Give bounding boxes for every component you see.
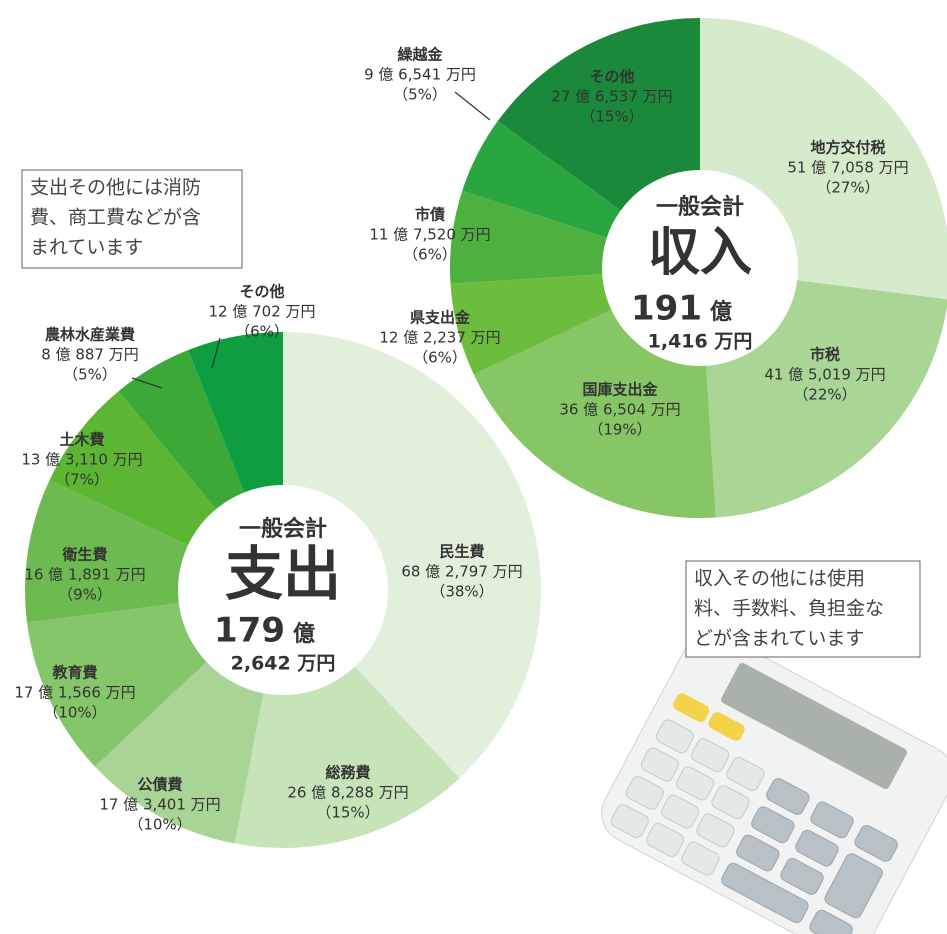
slice-percent: （6%） xyxy=(235,323,289,341)
slice-name: 民生費 xyxy=(439,543,484,561)
total-main: 191 xyxy=(631,289,702,329)
leader-line xyxy=(454,91,491,121)
slice-name: 市税 xyxy=(810,346,840,364)
note-line: まれています xyxy=(30,237,143,259)
leader-line xyxy=(211,337,221,369)
slice-amount: 17 億 3,401 万円 xyxy=(99,796,220,814)
slice-amount: 11 億 7,520 万円 xyxy=(369,226,490,244)
slice-name: 公債費 xyxy=(137,776,182,794)
slice-amount: 8 億 887 万円 xyxy=(41,346,138,364)
slice-name: 繰越金 xyxy=(397,46,443,64)
total-sub: 2,642 万円 xyxy=(231,653,336,675)
center-label: 支出 xyxy=(225,540,341,608)
center-label: 収入 xyxy=(648,223,752,283)
slice-amount: 68 億 2,797 万円 xyxy=(401,563,522,581)
slice-percent: （19%） xyxy=(588,421,651,439)
slice-name: 県支出金 xyxy=(410,309,471,327)
slice-name: その他 xyxy=(239,283,284,301)
donut-hole xyxy=(178,485,388,695)
note-line: 料、手数料、負担金な xyxy=(694,598,884,620)
slice-amount: 36 億 6,504 万円 xyxy=(559,401,680,419)
note-line: 費、商工費などが含 xyxy=(30,207,201,229)
slice-amount: 13 億 3,110 万円 xyxy=(21,451,142,469)
slice-percent: （5%） xyxy=(393,86,447,104)
total-unit: 億 xyxy=(710,299,732,325)
slice-percent: （5%） xyxy=(63,366,117,384)
center-title: 一般会計 xyxy=(239,516,327,542)
leader-line xyxy=(131,377,163,389)
pie-slice xyxy=(283,332,542,779)
total-sub: 1,416 万円 xyxy=(648,331,753,353)
note-box xyxy=(685,560,921,658)
slice-name: 地方交付税 xyxy=(810,139,885,157)
center-title: 一般会計 xyxy=(656,194,744,220)
slice-percent: （15%） xyxy=(580,108,643,126)
total-main: 179 xyxy=(214,611,285,651)
slice-percent: （6%） xyxy=(403,246,457,264)
slice-percent: （10%） xyxy=(128,816,191,834)
slice-amount: 16 億 1,891 万円 xyxy=(24,566,145,584)
note-box xyxy=(21,169,243,269)
slice-amount: 41 億 5,019 万円 xyxy=(764,366,885,384)
slice-name: 市債 xyxy=(415,206,445,224)
slice-percent: （6%） xyxy=(413,349,467,367)
slice-name: 国庫支出金 xyxy=(582,381,658,399)
slice-name: 総務費 xyxy=(325,764,370,782)
slice-amount: 12 億 2,237 万円 xyxy=(379,329,500,347)
slice-percent: （22%） xyxy=(793,386,856,404)
slice-amount: 27 億 6,537 万円 xyxy=(551,88,672,106)
slice-percent: （15%） xyxy=(316,804,379,822)
slice-name: 教育費 xyxy=(51,664,97,682)
slice-amount: 51 億 7,058 万円 xyxy=(787,159,908,177)
slice-percent: （27%） xyxy=(816,179,879,197)
slice-percent: （38%） xyxy=(430,583,493,601)
calculator xyxy=(601,632,947,934)
slice-amount: 12 億 702 万円 xyxy=(208,303,315,321)
slice-amount: 26 億 8,288 万円 xyxy=(287,784,408,802)
note-line: 支出その他には消防 xyxy=(30,177,201,199)
slice-name: 土木費 xyxy=(59,431,104,449)
slice-name: 農林水産業費 xyxy=(45,326,135,344)
note-line: どが含まれています xyxy=(694,628,864,650)
donut-hole xyxy=(602,170,798,366)
total-unit: 億 xyxy=(293,621,315,647)
slice-name: 衛生費 xyxy=(61,546,107,564)
slice-percent: （9%） xyxy=(58,586,112,604)
slice-amount: 9 億 6,541 万円 xyxy=(364,66,476,84)
slice-percent: （7%） xyxy=(55,471,109,489)
note-line: 収入その他には使用 xyxy=(694,568,865,590)
slice-name: その他 xyxy=(589,68,634,86)
slice-amount: 17 億 1,566 万円 xyxy=(14,684,135,702)
slice-percent: （10%） xyxy=(43,704,106,722)
